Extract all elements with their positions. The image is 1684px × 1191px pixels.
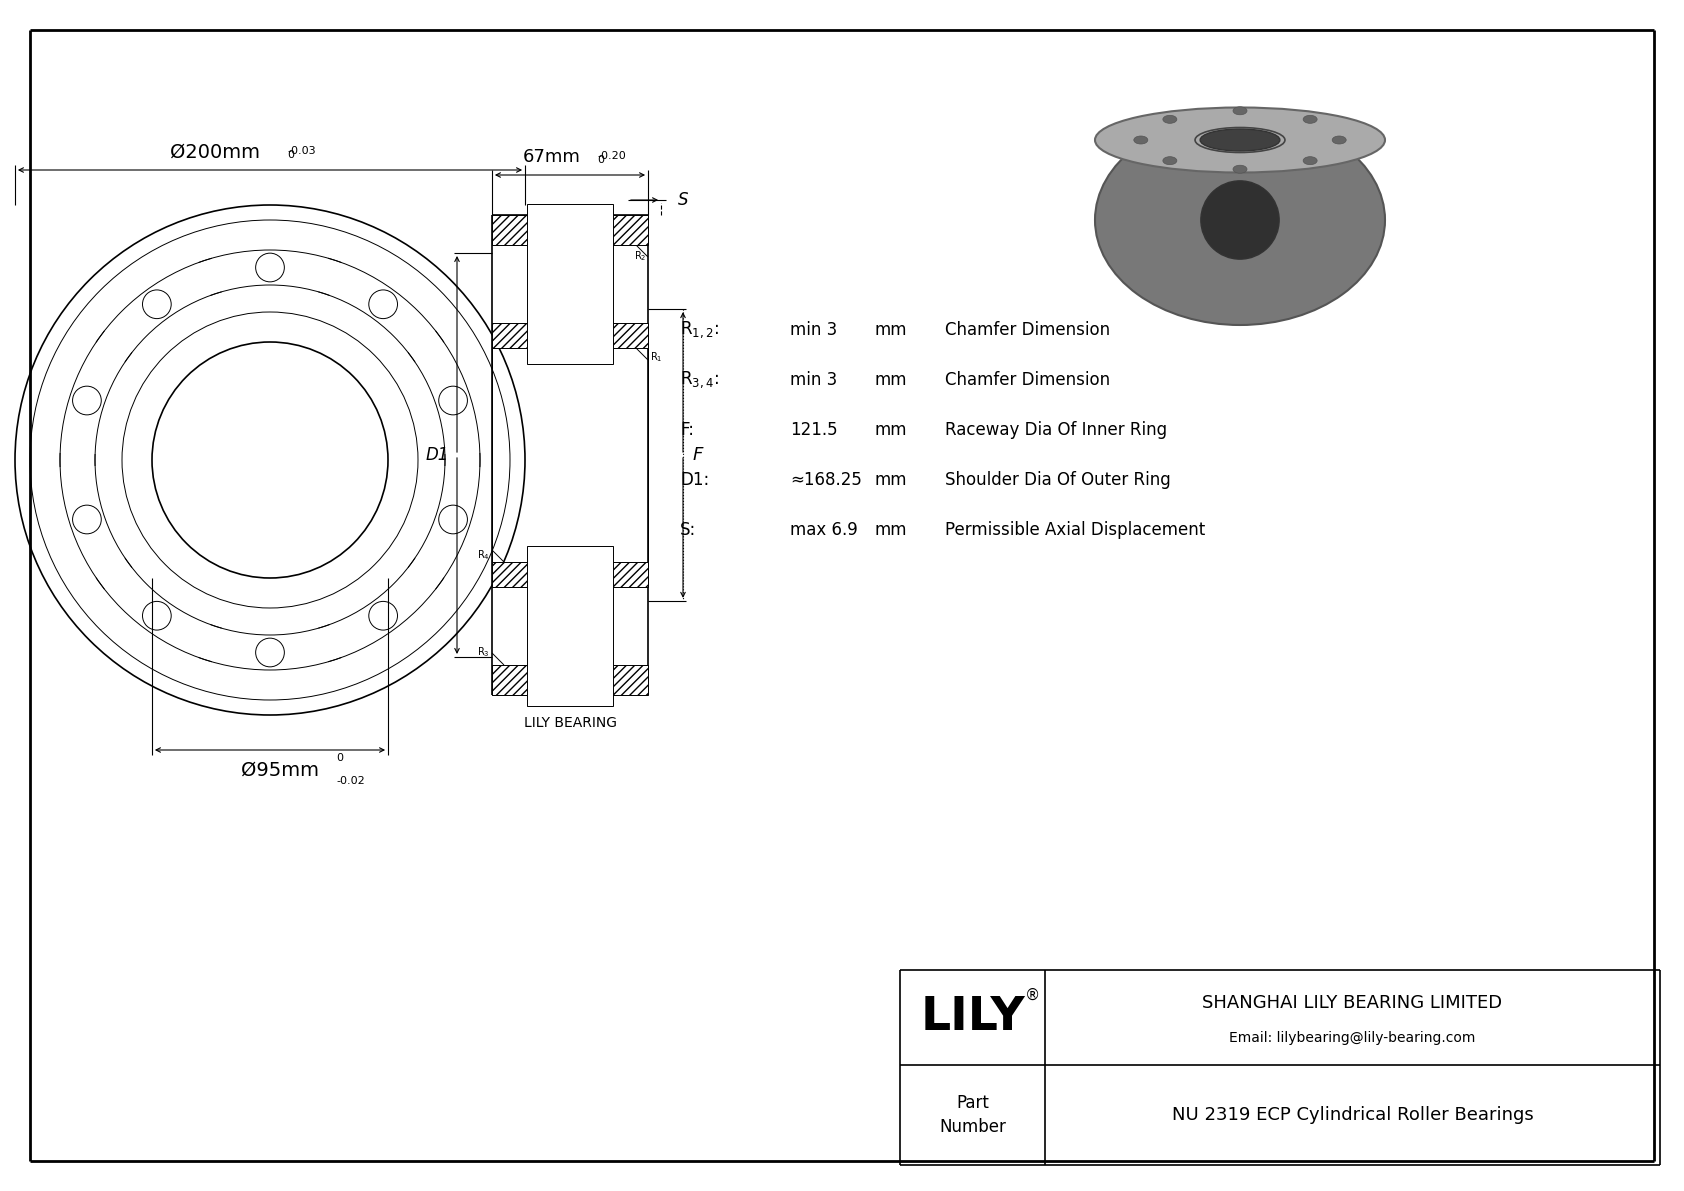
Text: Ø200mm: Ø200mm — [170, 143, 259, 162]
Text: F: F — [694, 445, 704, 464]
Text: NU 2319 ECP Cylindrical Roller Bearings: NU 2319 ECP Cylindrical Roller Bearings — [1172, 1106, 1534, 1124]
Text: -0.03: -0.03 — [286, 146, 315, 156]
Text: -0.20: -0.20 — [598, 151, 626, 161]
Text: Raceway Dia Of Inner Ring: Raceway Dia Of Inner Ring — [945, 420, 1167, 439]
Ellipse shape — [1303, 157, 1317, 164]
Ellipse shape — [1303, 116, 1317, 124]
Ellipse shape — [1164, 116, 1177, 124]
Text: Chamfer Dimension: Chamfer Dimension — [945, 322, 1110, 339]
Bar — [527, 547, 613, 706]
Ellipse shape — [1095, 116, 1384, 325]
Text: mm: mm — [876, 322, 908, 339]
Bar — [492, 665, 648, 696]
Text: R$_{1,2}$:: R$_{1,2}$: — [680, 319, 719, 341]
Text: LILY: LILY — [919, 994, 1026, 1040]
Bar — [492, 562, 648, 587]
Text: mm: mm — [876, 470, 908, 490]
Text: F:: F: — [680, 420, 694, 439]
Text: LILY BEARING: LILY BEARING — [524, 716, 616, 730]
Text: mm: mm — [876, 520, 908, 540]
Text: 0: 0 — [337, 753, 344, 763]
Text: min 3: min 3 — [790, 372, 837, 389]
Text: 0: 0 — [598, 155, 605, 166]
Text: S: S — [679, 191, 689, 208]
Text: Part
Number: Part Number — [940, 1093, 1005, 1136]
Text: Chamfer Dimension: Chamfer Dimension — [945, 372, 1110, 389]
Bar — [492, 245, 648, 323]
Text: D1:: D1: — [680, 470, 709, 490]
Text: 121.5: 121.5 — [790, 420, 837, 439]
Text: Permissible Axial Displacement: Permissible Axial Displacement — [945, 520, 1206, 540]
Text: Shoulder Dia Of Outer Ring: Shoulder Dia Of Outer Ring — [945, 470, 1170, 490]
Text: SHANGHAI LILY BEARING LIMITED: SHANGHAI LILY BEARING LIMITED — [1202, 994, 1502, 1012]
Ellipse shape — [1332, 136, 1346, 144]
Text: R$_1$: R$_1$ — [650, 350, 662, 364]
Text: R$_2$: R$_2$ — [633, 249, 647, 263]
Text: R$_4$: R$_4$ — [477, 548, 490, 562]
Text: D1: D1 — [426, 445, 450, 464]
Text: -0.02: -0.02 — [337, 777, 365, 786]
Ellipse shape — [1233, 166, 1246, 173]
Text: 67mm: 67mm — [524, 148, 581, 166]
Bar — [492, 587, 648, 665]
Text: ≈168.25: ≈168.25 — [790, 470, 862, 490]
Circle shape — [1201, 181, 1280, 260]
Text: min 3: min 3 — [790, 322, 837, 339]
Text: 0: 0 — [286, 150, 295, 160]
Text: R$_3$: R$_3$ — [477, 646, 490, 659]
Bar — [492, 323, 648, 348]
Ellipse shape — [1201, 129, 1280, 151]
Bar — [527, 204, 613, 363]
Text: Email: lilybearing@lily-bearing.com: Email: lilybearing@lily-bearing.com — [1229, 1031, 1475, 1046]
Text: mm: mm — [876, 420, 908, 439]
Text: max 6.9: max 6.9 — [790, 520, 857, 540]
Text: S:: S: — [680, 520, 695, 540]
Text: R$_{3,4}$:: R$_{3,4}$: — [680, 369, 719, 391]
Text: ®: ® — [1024, 989, 1039, 1003]
Text: Ø95mm: Ø95mm — [241, 761, 318, 779]
Bar — [492, 216, 648, 245]
Ellipse shape — [1095, 107, 1384, 173]
Ellipse shape — [1164, 157, 1177, 164]
Text: mm: mm — [876, 372, 908, 389]
Ellipse shape — [1233, 107, 1246, 114]
Ellipse shape — [1133, 136, 1148, 144]
